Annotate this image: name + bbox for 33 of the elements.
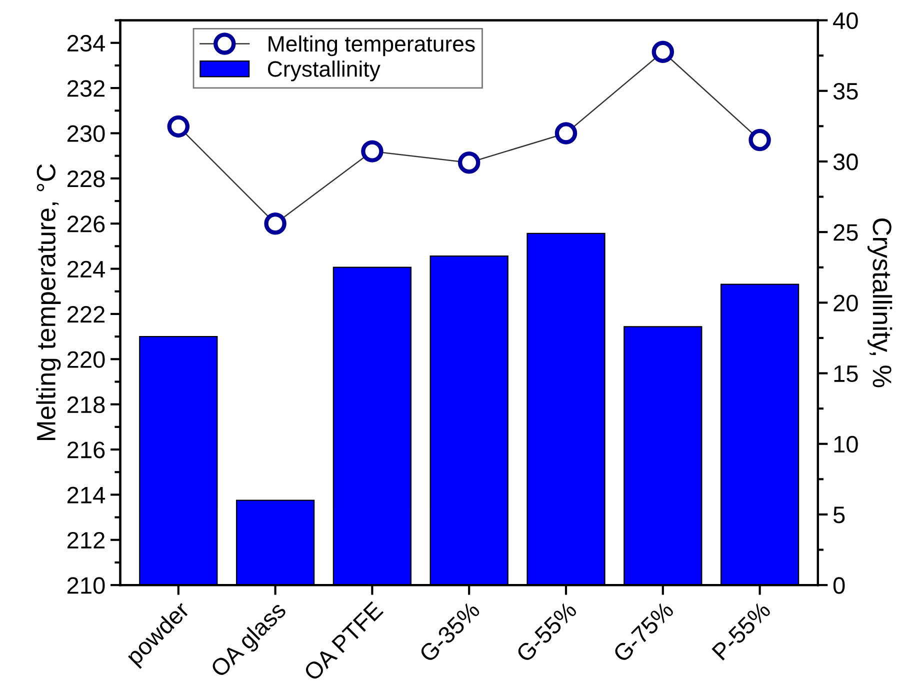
point (748, 128, 771, 152)
y2-tick-label: 30 (833, 154, 858, 170)
y-tick-label: 210 (67, 577, 105, 594)
y2-tick-label: 40 (833, 12, 858, 30)
y2-tick-label: 25 (834, 224, 858, 241)
y-tick-label: 220 (67, 351, 105, 368)
y-tick-label: 230 (67, 125, 105, 142)
y2-tick-label: 0 (833, 577, 845, 594)
y-tick-label: 226 (67, 216, 105, 232)
point (652, 40, 674, 64)
y2-tick-label: 5 (833, 506, 845, 524)
y-tick-label: 224 (67, 260, 105, 278)
y-tick-label: 228 (67, 170, 105, 188)
y-tick-label: 218 (67, 396, 105, 414)
y-tick-label: 214 (67, 486, 105, 504)
y-tick-label: 232 (67, 80, 104, 97)
y-tick-label: 216 (67, 442, 105, 458)
y-tick-label: 212 (67, 532, 104, 548)
point (361, 140, 384, 162)
point (554, 122, 578, 144)
legend-label: Melting temperatures (268, 35, 475, 56)
y2-tick-label: 20 (834, 294, 858, 312)
y-tick-label: 222 (67, 306, 104, 323)
point (264, 212, 286, 235)
y2-axis-title: Crystallinity, % (868, 218, 892, 388)
y2-tick-label: 15 (834, 366, 858, 382)
y-tick-label: 234 (67, 34, 105, 52)
legend-label: Crystallinity (268, 60, 380, 82)
point (458, 151, 480, 174)
y2-tick-label: 35 (833, 82, 858, 100)
point (167, 115, 190, 138)
y2-tick-label: 10 (834, 436, 858, 453)
y-axis-title: Melting temperature, °C (36, 164, 61, 440)
